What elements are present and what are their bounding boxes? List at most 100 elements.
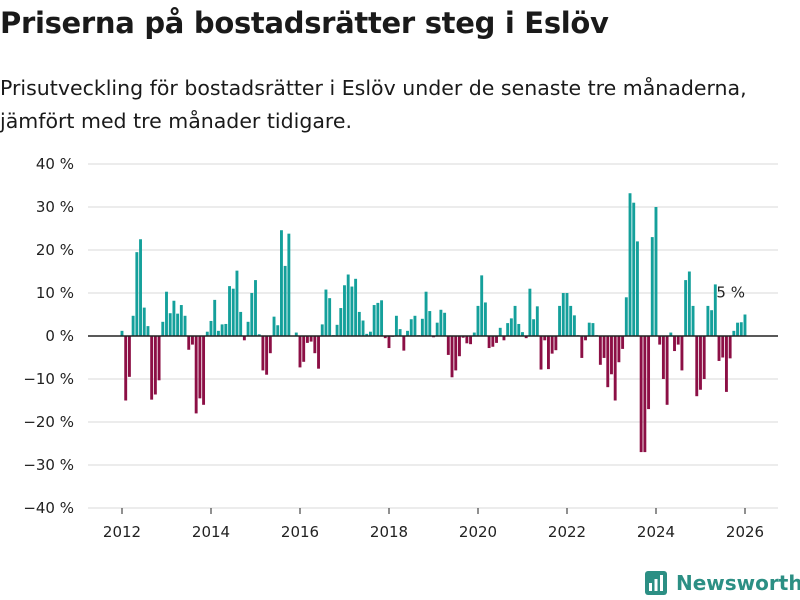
bar — [150, 336, 154, 400]
bar — [684, 280, 688, 336]
bar — [472, 332, 476, 336]
x-tick-label: 2018 — [370, 523, 408, 541]
bar — [465, 336, 469, 344]
bar — [343, 285, 346, 336]
bar — [283, 265, 287, 336]
bar — [157, 336, 161, 381]
bar — [561, 293, 565, 336]
bar — [320, 324, 324, 336]
bar — [680, 336, 684, 371]
bar — [517, 323, 521, 336]
bar — [654, 207, 658, 336]
bar — [624, 297, 628, 336]
bar — [406, 330, 409, 336]
bar — [495, 336, 498, 343]
bar — [450, 336, 454, 378]
bar — [257, 334, 261, 336]
bar — [610, 336, 613, 375]
x-tick-label: 2022 — [548, 523, 586, 541]
bar — [280, 230, 283, 336]
bar — [213, 299, 217, 336]
bar — [639, 336, 643, 453]
bar — [724, 336, 728, 392]
bar — [550, 336, 554, 354]
bar — [220, 324, 224, 336]
bar — [298, 336, 302, 368]
bar — [350, 286, 354, 336]
bar — [209, 320, 213, 336]
bar — [443, 312, 447, 336]
bar — [721, 336, 725, 358]
bar — [361, 320, 365, 336]
bar — [424, 291, 428, 336]
x-tick-label: 2026 — [726, 523, 764, 541]
bar — [124, 336, 128, 401]
bar — [191, 336, 194, 345]
bar — [339, 308, 343, 336]
bar — [254, 280, 257, 336]
bar — [513, 305, 517, 336]
last-value-label: 5 % — [716, 284, 745, 302]
bar — [202, 336, 206, 405]
bar — [127, 336, 131, 377]
bar — [165, 291, 168, 336]
bar — [543, 336, 547, 341]
y-tick-label: 10 % — [36, 284, 74, 302]
bar — [665, 336, 669, 405]
bar — [658, 336, 662, 345]
bar — [584, 336, 587, 341]
bar — [261, 336, 265, 371]
bar — [487, 336, 491, 349]
y-tick-label: −30 % — [23, 456, 74, 474]
newsworthy-icon — [645, 571, 667, 595]
bar — [265, 336, 269, 375]
bar — [687, 271, 691, 336]
bar — [387, 336, 391, 349]
bar — [635, 241, 639, 336]
bar — [528, 288, 532, 336]
bar — [276, 325, 280, 336]
bar — [502, 336, 506, 341]
bar — [647, 336, 651, 410]
bar — [120, 330, 124, 336]
bar — [346, 274, 350, 336]
y-tick-label: 30 % — [36, 198, 74, 216]
bar — [446, 336, 450, 355]
bar — [713, 284, 717, 336]
bar — [317, 336, 320, 369]
bar — [135, 252, 139, 336]
bar — [428, 311, 432, 336]
x-tick-label: 2024 — [637, 523, 675, 541]
bar — [228, 286, 231, 336]
bar — [335, 324, 339, 336]
bar — [324, 289, 328, 336]
bar — [736, 322, 739, 336]
bar — [532, 319, 536, 336]
bar — [139, 239, 142, 336]
bar — [469, 336, 473, 345]
bar — [554, 336, 558, 351]
bar — [524, 336, 528, 339]
bar — [728, 336, 732, 359]
bar — [250, 293, 254, 336]
bar — [661, 336, 665, 379]
bar — [354, 278, 358, 336]
bar — [569, 305, 573, 336]
bar — [706, 305, 710, 336]
bar — [547, 336, 550, 370]
bar — [676, 336, 680, 345]
bar — [521, 332, 524, 336]
bar — [602, 336, 606, 358]
bar — [435, 322, 439, 336]
bar — [565, 293, 569, 336]
bar — [302, 336, 306, 362]
bar — [357, 311, 361, 336]
bar — [702, 336, 706, 379]
y-tick-label: 40 % — [36, 155, 74, 173]
bar — [632, 202, 636, 336]
bar — [420, 318, 424, 336]
bar — [587, 322, 591, 336]
x-tick-label: 2014 — [192, 523, 230, 541]
bar — [699, 336, 702, 390]
